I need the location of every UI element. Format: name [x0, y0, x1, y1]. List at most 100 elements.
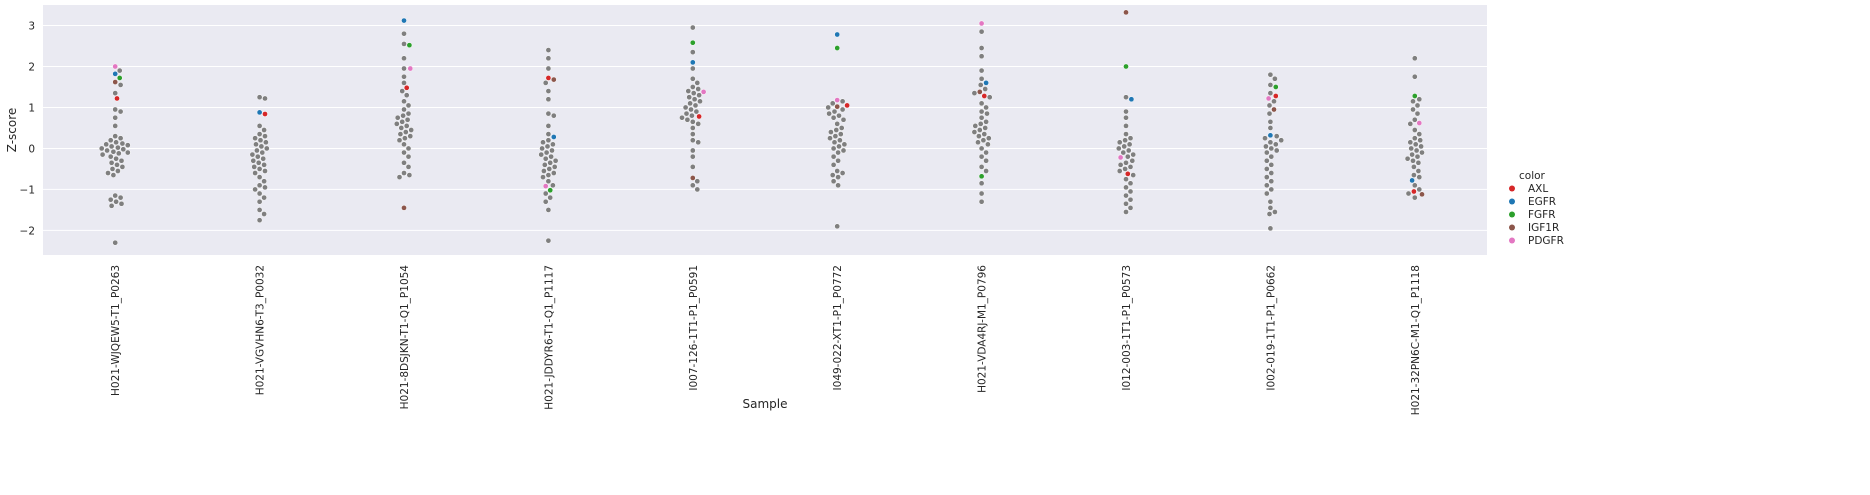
y-tick-label: 2	[28, 61, 35, 73]
data-point	[405, 102, 412, 109]
data-point	[1123, 114, 1129, 121]
data-point	[1271, 98, 1277, 105]
data-point	[976, 127, 983, 133]
data-point	[976, 133, 982, 139]
data-point	[263, 145, 270, 152]
data-point	[540, 139, 546, 146]
data-point	[679, 114, 685, 121]
y-axis-title: Z-score	[5, 108, 19, 153]
data-point	[115, 144, 121, 151]
data-point	[689, 125, 696, 131]
data-point	[541, 168, 547, 174]
data-point	[1266, 211, 1273, 217]
data-point	[542, 155, 549, 162]
data-point	[1116, 168, 1123, 174]
data-point	[107, 153, 114, 160]
data-point-pdgfr	[834, 97, 841, 103]
data-point-egfr	[689, 59, 696, 66]
data-point	[1123, 123, 1129, 129]
data-point	[103, 141, 110, 148]
data-point	[405, 110, 412, 117]
data-point	[1129, 157, 1136, 164]
data-point	[1411, 116, 1418, 123]
data-point-axl	[545, 75, 552, 81]
data-point	[545, 88, 552, 94]
data-point	[1268, 170, 1275, 176]
data-point	[394, 114, 401, 121]
data-point	[116, 67, 123, 74]
data-point	[256, 190, 263, 197]
data-point	[829, 172, 836, 178]
data-point	[117, 135, 124, 142]
data-point	[1413, 147, 1420, 154]
data-point	[118, 200, 125, 207]
data-point	[689, 75, 696, 82]
data-point	[105, 170, 111, 176]
data-point	[840, 116, 847, 123]
data-point	[1263, 143, 1269, 150]
data-point	[1268, 178, 1275, 185]
data-point	[978, 145, 985, 152]
data-point	[113, 198, 119, 205]
data-point-fgfr	[834, 45, 841, 51]
data-point	[689, 24, 696, 31]
data-point	[552, 157, 559, 164]
data-point	[983, 168, 989, 174]
data-points	[98, 9, 1425, 246]
data-point	[118, 157, 125, 164]
data-point	[1419, 149, 1425, 156]
data-point	[401, 41, 407, 47]
data-point	[401, 55, 407, 62]
data-point-fgfr	[1123, 63, 1129, 70]
data-point-axl	[981, 93, 988, 99]
data-point	[1411, 135, 1418, 142]
data-point	[1266, 110, 1273, 117]
data-point	[405, 153, 412, 160]
data-point	[1411, 55, 1418, 62]
x-tick-label: H021-WJQEW5-T1_P0263	[110, 265, 122, 396]
data-point	[983, 157, 989, 164]
data-point	[686, 94, 693, 101]
data-point	[401, 159, 407, 166]
data-point	[256, 217, 263, 224]
data-point	[689, 182, 696, 189]
data-point	[694, 80, 701, 86]
data-point	[983, 104, 989, 111]
legend-marker-axl	[1509, 185, 1515, 192]
data-point	[256, 166, 263, 172]
data-point	[546, 166, 553, 172]
data-point	[255, 159, 262, 166]
data-point	[251, 164, 258, 170]
data-point	[545, 137, 552, 144]
data-point	[408, 127, 415, 133]
data-point	[1125, 147, 1132, 154]
data-point-axl	[1124, 171, 1131, 177]
data-point	[124, 142, 131, 149]
y-tick-labels: −2 −1 0 1 2 3	[20, 20, 35, 237]
data-point	[1262, 135, 1268, 142]
data-point-pdgfr	[407, 65, 414, 72]
data-point	[399, 88, 406, 94]
data-point	[1267, 71, 1274, 78]
data-point	[983, 118, 989, 125]
data-point-igf1r	[1271, 106, 1277, 113]
data-point	[689, 84, 696, 90]
data-point	[1411, 182, 1418, 189]
x-axis-title: Sample	[743, 397, 788, 411]
data-point	[550, 112, 557, 119]
data-point	[978, 180, 985, 187]
data-point	[1123, 184, 1129, 191]
data-point	[1127, 180, 1134, 187]
data-point	[1123, 192, 1129, 199]
data-point-egfr	[983, 80, 989, 86]
data-point	[978, 108, 985, 115]
x-tick-label: I012-003-1T1-P1_P0573	[1121, 265, 1133, 391]
data-point	[1127, 205, 1134, 211]
data-point	[404, 116, 411, 123]
data-point	[545, 172, 552, 178]
data-point	[252, 186, 258, 193]
data-point	[1410, 106, 1416, 113]
data-point	[1123, 200, 1129, 207]
data-point	[689, 164, 696, 170]
data-point	[692, 102, 699, 109]
